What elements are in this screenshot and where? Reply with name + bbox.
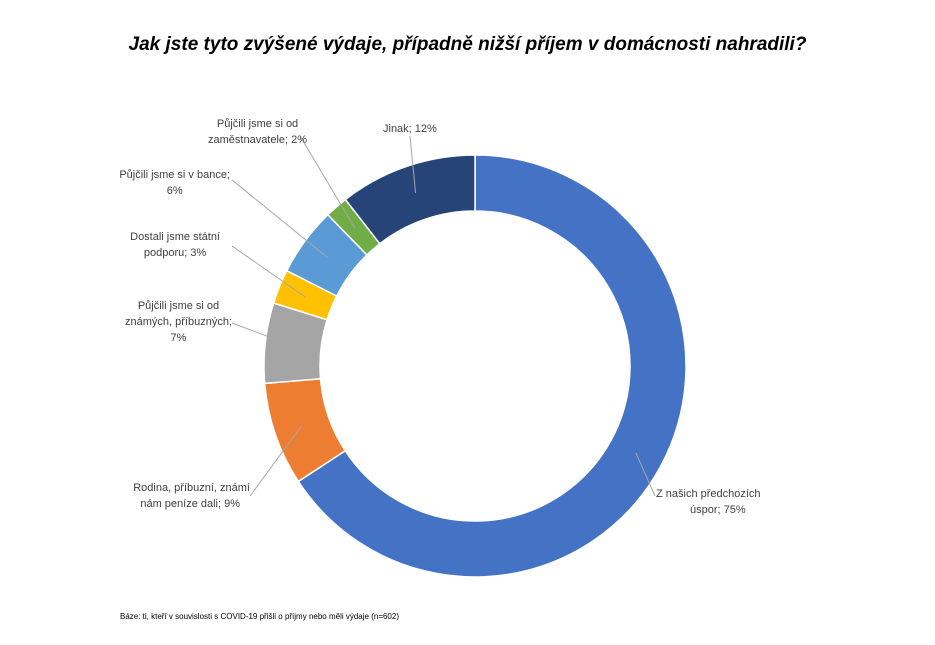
leader-line — [409, 135, 417, 193]
slice-savings — [297, 154, 687, 578]
footnote: Báze: ti, kteří v souvislosti s COVID-19… — [120, 612, 399, 621]
slice-label-employer: Půjčili jsme si od zaměstnavatele; 2% — [208, 118, 308, 146]
chart-title: Jak jste tyto zvýšené výdaje, případně n… — [128, 34, 807, 55]
slice-label-bank: Půjčili jsme si v bance; 6% — [119, 169, 230, 197]
leader-line — [231, 322, 294, 347]
slice-label-family-gave: Rodina, příbuzní, známí nám peníze dali;… — [133, 482, 250, 510]
leader-line — [635, 452, 656, 497]
slice-label-savings: Z našich předchozích úspor; 75% — [656, 488, 761, 516]
leader-line — [231, 179, 328, 259]
slice-other — [344, 154, 476, 245]
leader-line — [249, 425, 303, 497]
slice-label-borrowed-family: Půjčili jsme si od známých, příbuzných; … — [125, 300, 232, 344]
slice-label-state-support: Dostali jsme státní podporu; 3% — [130, 231, 220, 259]
leader-line — [299, 135, 356, 229]
leader-line — [231, 245, 306, 298]
slice-label-other: Jinak; 12% — [383, 123, 437, 135]
